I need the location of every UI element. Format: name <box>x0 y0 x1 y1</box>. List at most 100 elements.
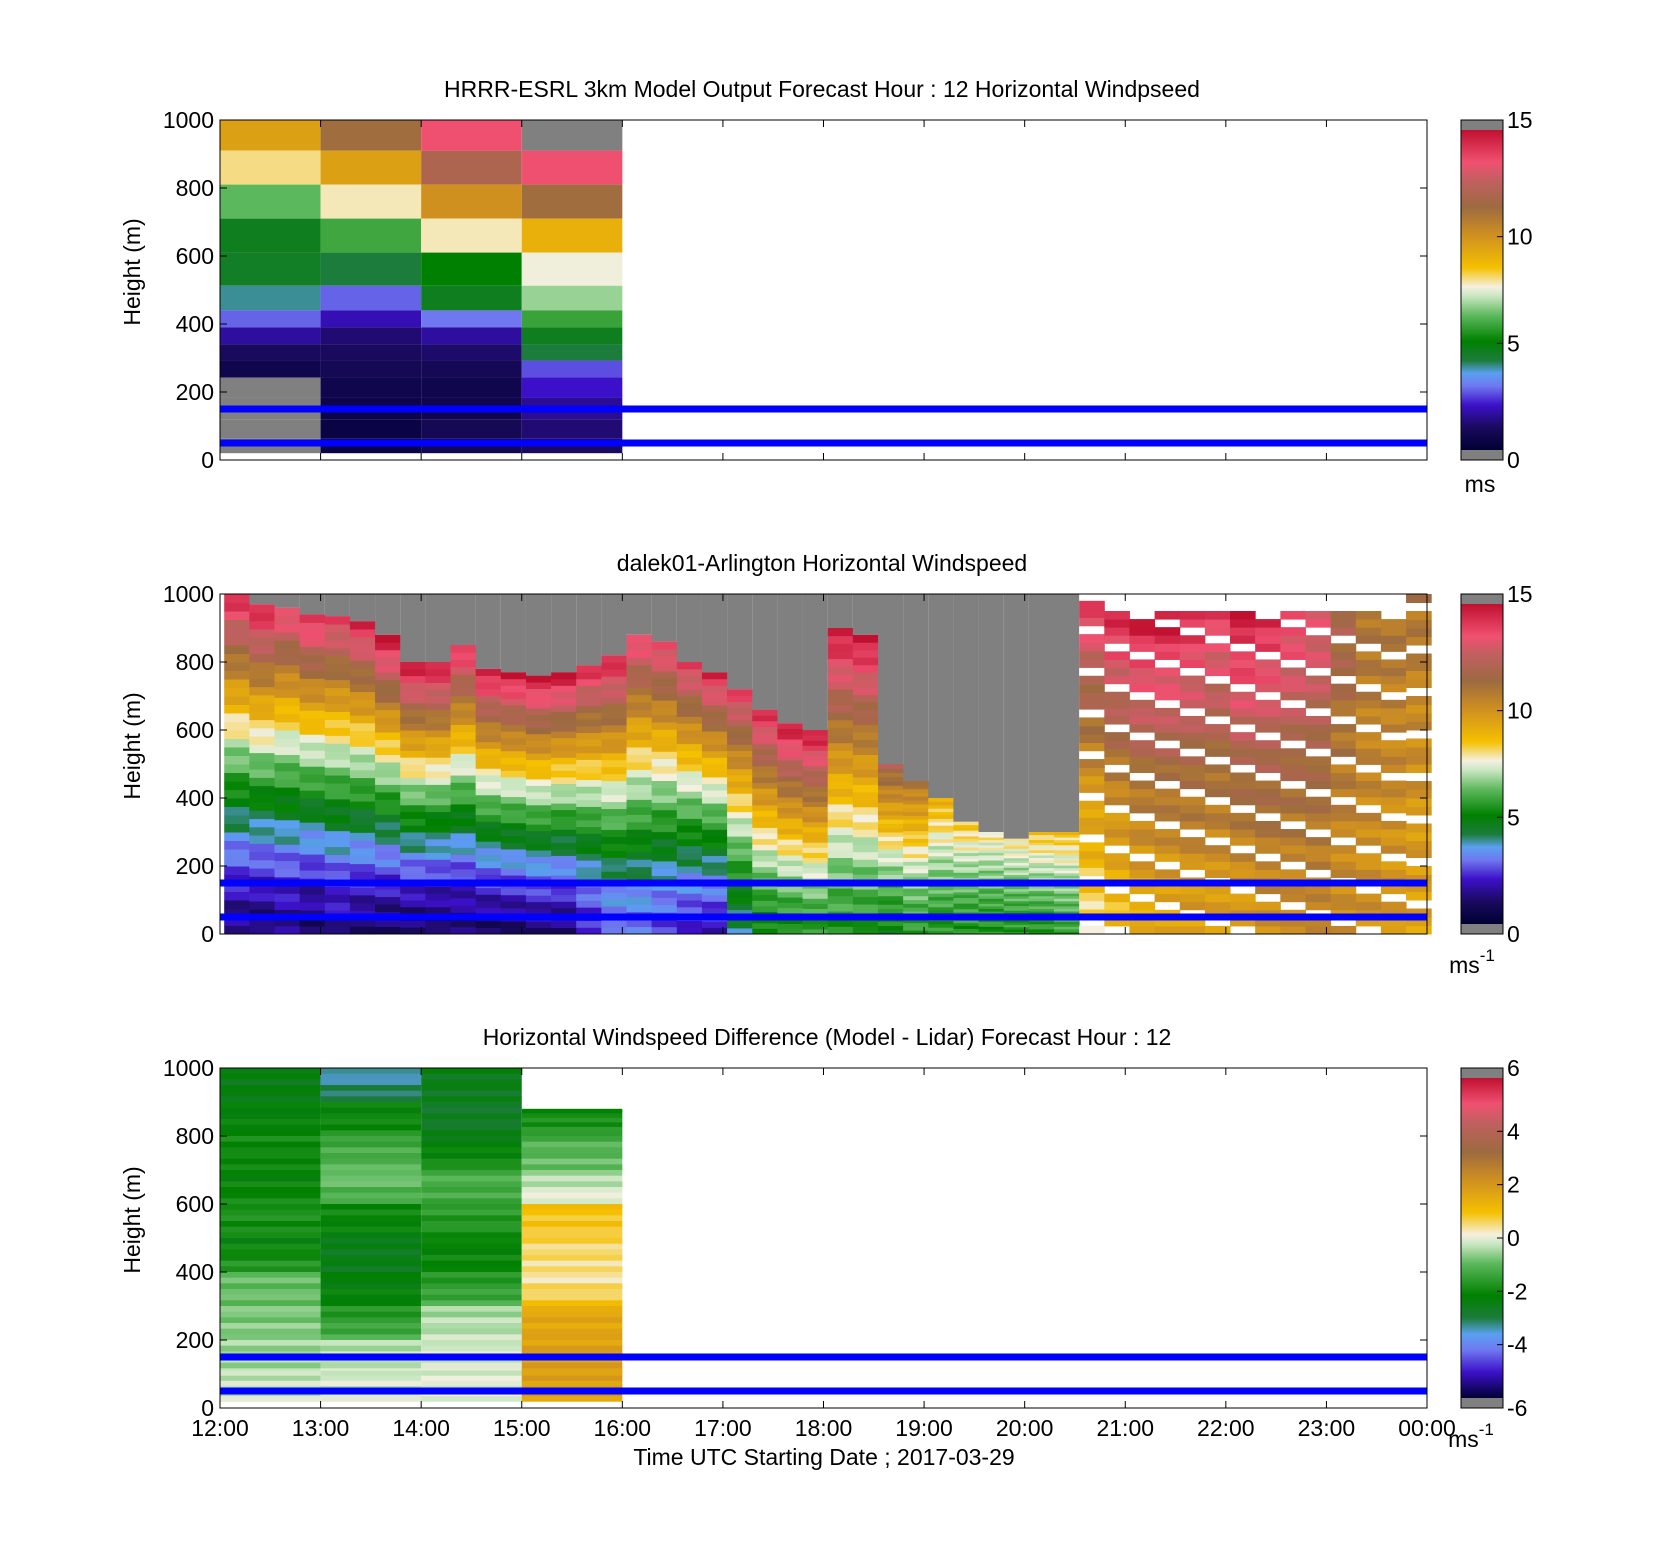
lidar-cell <box>450 905 477 913</box>
lidar-cell <box>852 829 879 838</box>
difference-cell <box>421 1130 522 1137</box>
panel-difference-title: Horizontal Windspeed Difference (Model -… <box>483 1024 1172 1050</box>
lidar-cell <box>1028 852 1055 856</box>
lidar-cell <box>425 716 452 724</box>
lidar-cell <box>601 766 628 775</box>
lidar-cell <box>1003 864 1030 868</box>
lidar-cell <box>500 672 527 680</box>
lidar-cell <box>1406 696 1432 705</box>
lidar-cell <box>978 926 1005 930</box>
difference-cell <box>220 1311 321 1318</box>
lidar-cell <box>1003 922 1030 925</box>
lidar-cell <box>1406 806 1432 816</box>
lidar-cell <box>551 927 577 935</box>
lidar-cell <box>475 827 502 836</box>
lidar-cell <box>1154 627 1181 636</box>
lidar-cell <box>1104 772 1130 782</box>
lidar-cell <box>274 844 301 853</box>
lidar-cell <box>903 861 929 866</box>
lidar-cell <box>375 844 401 853</box>
lidar-cell <box>651 722 678 730</box>
lidar-cell <box>802 852 829 858</box>
lidar-cell <box>500 848 527 856</box>
lidar-cell <box>701 776 728 784</box>
lidar-cell <box>1380 667 1407 677</box>
lidar-cell <box>852 919 879 928</box>
lidar-cell <box>1054 867 1080 871</box>
lidar-cell <box>299 710 326 719</box>
lidar-cell <box>1406 721 1432 731</box>
lidar-cell <box>978 885 1005 889</box>
lidar-cell <box>1330 901 1357 911</box>
lidar-cell <box>802 821 829 828</box>
lidar-cell <box>877 866 904 871</box>
lidar-cell <box>953 841 980 845</box>
lidar-cell <box>349 636 376 646</box>
lidar-cell <box>651 853 678 862</box>
lidar-cell <box>249 884 275 894</box>
lidar-cell <box>651 663 678 672</box>
lidar-cell <box>1255 740 1281 749</box>
difference-cell <box>421 1238 522 1245</box>
lidar-cell <box>425 702 452 711</box>
lidar-cell <box>727 725 753 733</box>
lidar-cell <box>249 760 275 770</box>
lidar-cell <box>852 724 879 733</box>
difference-cell <box>320 1249 422 1256</box>
lidar-cell <box>1054 832 1080 836</box>
lidar-cell <box>903 788 929 793</box>
lidar-cell <box>1079 809 1105 818</box>
lidar-cell <box>777 733 804 740</box>
lidar-cell <box>450 854 477 863</box>
lidar-cell <box>525 824 552 832</box>
lidar-cell <box>274 738 301 747</box>
lidar-cell <box>727 842 753 849</box>
lidar-cell <box>1204 885 1231 895</box>
lidar-cell <box>551 822 577 830</box>
lidar-cell <box>450 890 477 899</box>
lidar-cell <box>651 700 678 708</box>
difference-cell <box>320 1306 422 1313</box>
difference-cell <box>521 1126 623 1132</box>
lidar-cell <box>978 867 1005 871</box>
no-data-cell <box>601 594 627 656</box>
difference-cell <box>521 1266 623 1273</box>
lidar-cell <box>299 750 326 759</box>
lidar-cell <box>375 754 401 763</box>
lidar-cell <box>852 732 879 741</box>
colorbar-frame <box>1460 593 1504 935</box>
lidar-cell <box>928 900 954 904</box>
lidar-cell <box>877 793 904 799</box>
lidar-cell <box>1280 732 1306 741</box>
lidar-cell <box>1204 812 1231 822</box>
lidar-cell <box>1380 748 1407 757</box>
lidar-cell <box>1028 872 1055 876</box>
lidar-cell <box>299 814 326 823</box>
lidar-cell <box>877 810 904 816</box>
difference-cell <box>421 1266 522 1273</box>
lidar-cell <box>500 868 527 876</box>
difference-cell <box>320 1113 422 1120</box>
difference-cell <box>421 1260 522 1267</box>
lidar-cell <box>1406 891 1432 901</box>
lidar-cell <box>1255 820 1281 830</box>
model-cell <box>421 184 522 219</box>
lidar-cell <box>224 823 250 833</box>
lidar-cell <box>375 642 401 651</box>
lidar-cell <box>601 717 628 726</box>
lidar-cell <box>928 811 954 816</box>
lidar-cell <box>752 754 778 761</box>
lidar-cell <box>1054 865 1080 869</box>
lidar-cell <box>324 798 351 808</box>
lidar-cell <box>978 911 1005 915</box>
lidar-cell <box>601 745 628 754</box>
lidar-cell <box>651 780 678 789</box>
panel-model-ylabel: Height (m) <box>119 218 145 325</box>
difference-cell <box>521 1158 623 1165</box>
lidar-cell <box>1230 707 1256 717</box>
lidar-cell <box>425 696 452 704</box>
lidar-cell <box>676 852 703 860</box>
lidar-cell <box>425 866 452 874</box>
